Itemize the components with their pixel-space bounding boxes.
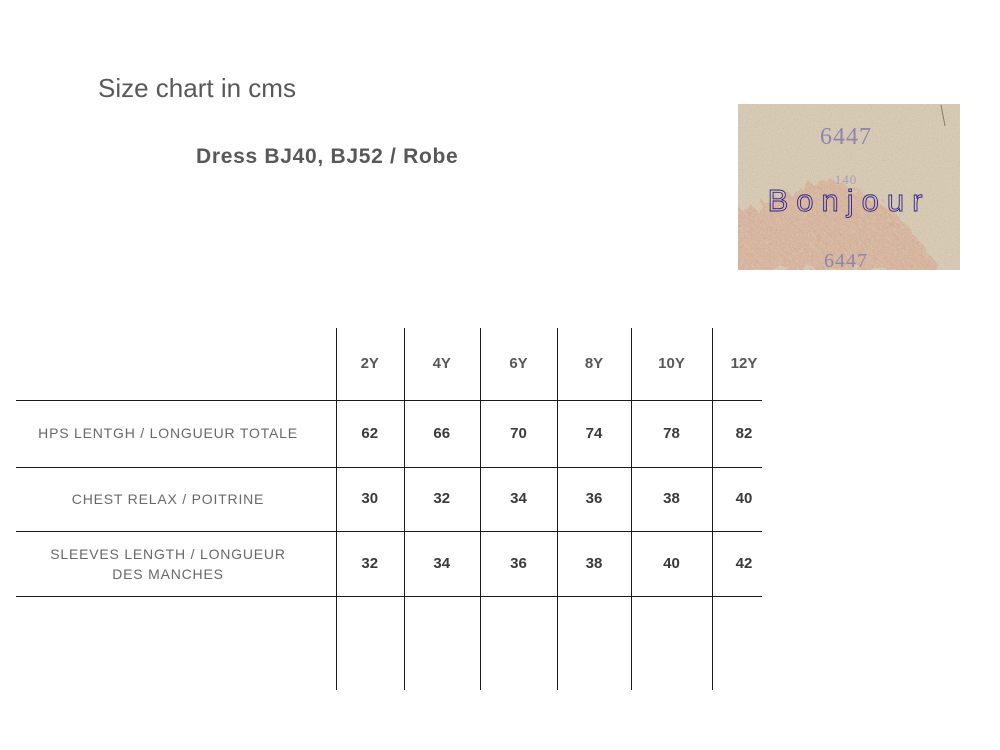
svg-text:6447: 6447 <box>820 124 872 150</box>
svg-text:6447: 6447 <box>824 250 868 270</box>
svg-text:Bonjour: Bonjour <box>768 183 931 218</box>
